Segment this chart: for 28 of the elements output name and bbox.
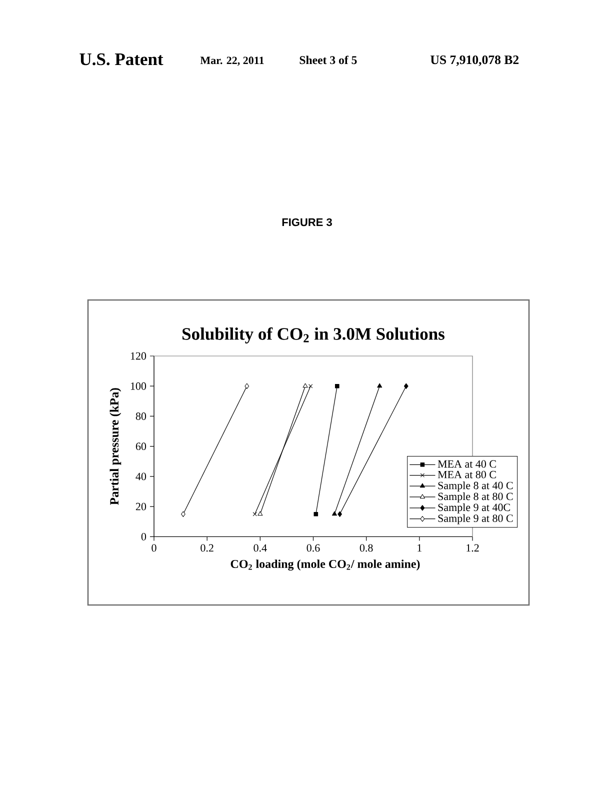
- text: Mar. 22, 2011: [200, 56, 264, 66]
- caption: FIGURE 3: [282, 218, 332, 226]
- x-tick-label: 1.2: [466, 544, 479, 552]
- legend-label: Sample 8 at 40 C: [438, 481, 513, 492]
- y-tick-label: 120: [130, 352, 146, 360]
- chart-title: Solubility of CO$_{2}$ in 3.0M Solutions: [182, 327, 444, 344]
- y-tick-label: 80: [136, 412, 146, 420]
- text: Sheet 3 of 5: [300, 56, 357, 64]
- y-tick-label: 100: [130, 382, 146, 390]
- x-tick-label: 0.8: [360, 544, 373, 552]
- x-tick-label: 0.2: [200, 544, 214, 552]
- y-axis-title: Partial pressure (kPa): [110, 388, 122, 505]
- text: US 7,910,078 B2: [430, 55, 519, 66]
- x-tick-label: 0: [152, 544, 156, 552]
- legend-label: MEA at 40 C: [438, 460, 496, 468]
- legend-label: Sample 9 at 40C: [438, 503, 510, 514]
- y-tick-label: 40: [136, 472, 146, 480]
- x-tick-label: 1: [418, 544, 422, 552]
- text: U.S. Patent: [80, 53, 164, 66]
- legend-label: Sample 8 at 80 C: [438, 492, 513, 502]
- y-tick-label: 0: [141, 532, 146, 540]
- legend-label: MEA at 80 C: [438, 470, 496, 478]
- x-axis-title: CO$_{2}$ loading (mole CO$_{2}$/ mole amine): [230, 560, 420, 571]
- y-tick-label: 20: [136, 502, 146, 510]
- y-tick-label: 60: [136, 442, 146, 450]
- legend-label: Sample 9 at 80 C: [438, 514, 513, 524]
- x-tick-label: 0.6: [306, 544, 320, 552]
- x-tick-label: 0.4: [254, 544, 267, 552]
